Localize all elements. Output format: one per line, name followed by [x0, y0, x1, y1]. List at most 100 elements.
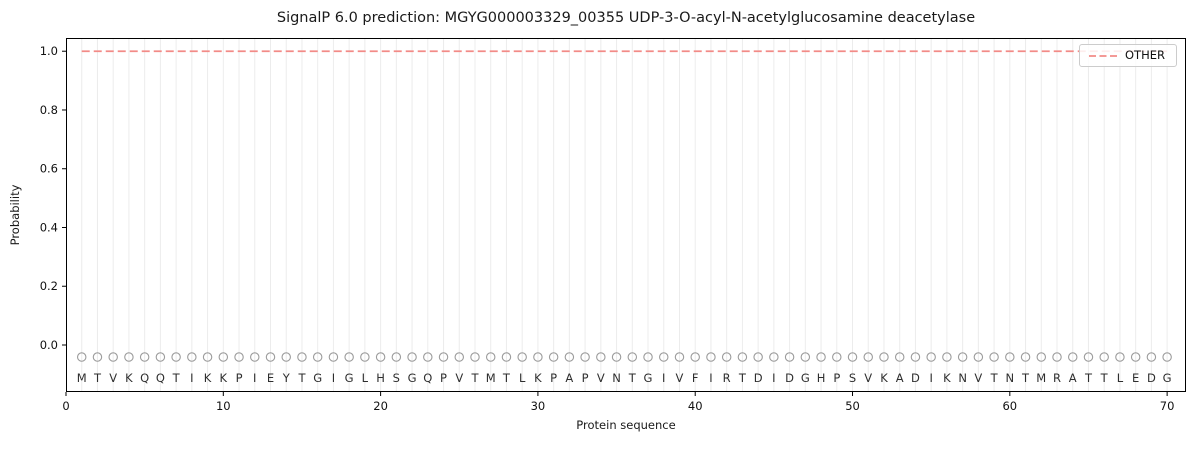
residue-marker [1020, 352, 1031, 362]
residue-letter: I [772, 371, 775, 385]
residue-marker [533, 352, 543, 362]
y-tick-label: 0.4 [40, 220, 58, 234]
residue-letter: M [1036, 371, 1046, 385]
residue-marker [1146, 352, 1157, 362]
legend-dashed-line-icon [1089, 54, 1117, 57]
gridlines [81, 39, 1168, 391]
residue-marker [706, 352, 716, 362]
residue-marker [423, 352, 433, 362]
y-tick-label: 0.8 [40, 103, 58, 117]
residue-marker [973, 352, 984, 362]
residue-marker [171, 352, 181, 362]
residue-marker [328, 352, 339, 362]
residue-marker [139, 352, 150, 362]
residue-marker [611, 352, 622, 362]
residue-marker [690, 352, 700, 362]
residue-marker [517, 352, 527, 362]
x-tick-label: 0 [62, 399, 69, 413]
residue-letter: S [393, 371, 400, 385]
residue-letter: T [1021, 371, 1030, 385]
residue-letter: V [974, 371, 982, 385]
residue-letter: G [408, 371, 417, 385]
residue-letter: P [833, 371, 840, 385]
residue-marker [753, 352, 763, 362]
residue-marker [910, 352, 921, 362]
residue-letter: D [785, 371, 794, 385]
residue-letter: T [1100, 371, 1109, 385]
residue-marker [250, 352, 260, 362]
residue-marker [454, 352, 465, 362]
x-tick-label: 50 [845, 399, 860, 413]
residue-marker [564, 352, 575, 362]
x-axis-title: Protein sequence [576, 418, 676, 432]
residue-letter: D [754, 371, 763, 385]
residue-marker [76, 352, 87, 362]
residue-letter: K [534, 371, 542, 385]
residue-letter: L [519, 371, 526, 385]
residue-marker [438, 352, 449, 362]
legend: OTHER [1079, 44, 1177, 67]
residue-marker [1083, 352, 1094, 362]
residue-letter: T [1084, 371, 1093, 385]
residue-letter: K [204, 371, 212, 385]
residue-marker [1036, 352, 1047, 362]
x-tick-label: 70 [1160, 399, 1175, 413]
residue-letter: H [817, 371, 826, 385]
residue-marker [643, 352, 653, 362]
y-axis-title: Probability [8, 184, 22, 246]
residue-letter: R [723, 371, 731, 385]
residue-marker [187, 352, 197, 362]
residue-marker [942, 352, 952, 362]
residue-letter: T [172, 371, 181, 385]
residue-marker [879, 352, 889, 362]
residue-letter: V [109, 371, 117, 385]
residue-letter: P [550, 371, 557, 385]
residue-marker [1005, 352, 1015, 362]
residue-letter: E [267, 371, 274, 385]
residue-marker [1052, 352, 1062, 362]
x-tick-label: 10 [216, 399, 231, 413]
residue-letter: A [896, 371, 904, 385]
residue-letter: K [880, 371, 888, 385]
residue-letter: I [929, 371, 932, 385]
residue-letter: L [362, 371, 369, 385]
residue-marker [312, 352, 323, 362]
residue-marker [1162, 352, 1172, 362]
residue-marker [596, 352, 606, 362]
residue-letter: G [801, 371, 810, 385]
residue-letter: V [676, 371, 684, 385]
legend-label-other: OTHER [1125, 47, 1165, 62]
residue-letter: N [958, 371, 967, 385]
residue-letter: N [1006, 371, 1015, 385]
residue-marker [485, 352, 496, 362]
residue-marker [501, 352, 512, 362]
residue-marker [957, 352, 968, 362]
residue-letter: K [125, 371, 133, 385]
residue-letter: I [253, 371, 256, 385]
residue-letter: D [911, 371, 920, 385]
residue-marker [360, 352, 370, 362]
residue-marker [234, 352, 244, 362]
residue-letter: S [849, 371, 856, 385]
residue-letter: M [77, 371, 87, 385]
residue-marker [391, 352, 402, 362]
residue-letter: I [190, 371, 193, 385]
residue-letter: E [1132, 371, 1139, 385]
residue-marker [1067, 352, 1078, 362]
residue-marker [847, 352, 858, 362]
residue-letter: A [1069, 371, 1077, 385]
residue-marker [926, 352, 936, 362]
x-tick-label: 30 [531, 399, 546, 413]
residue-marker [800, 352, 811, 362]
residue-letter: T [628, 371, 637, 385]
residue-marker [721, 352, 732, 362]
x-tick-label: 20 [373, 399, 388, 413]
residue-marker [108, 352, 118, 362]
residue-marker [548, 352, 559, 362]
residue-letter: G [644, 371, 653, 385]
residue-marker [344, 352, 354, 362]
residue-marker [1130, 352, 1141, 362]
residue-letter: V [864, 371, 872, 385]
plot-border [66, 38, 1186, 392]
